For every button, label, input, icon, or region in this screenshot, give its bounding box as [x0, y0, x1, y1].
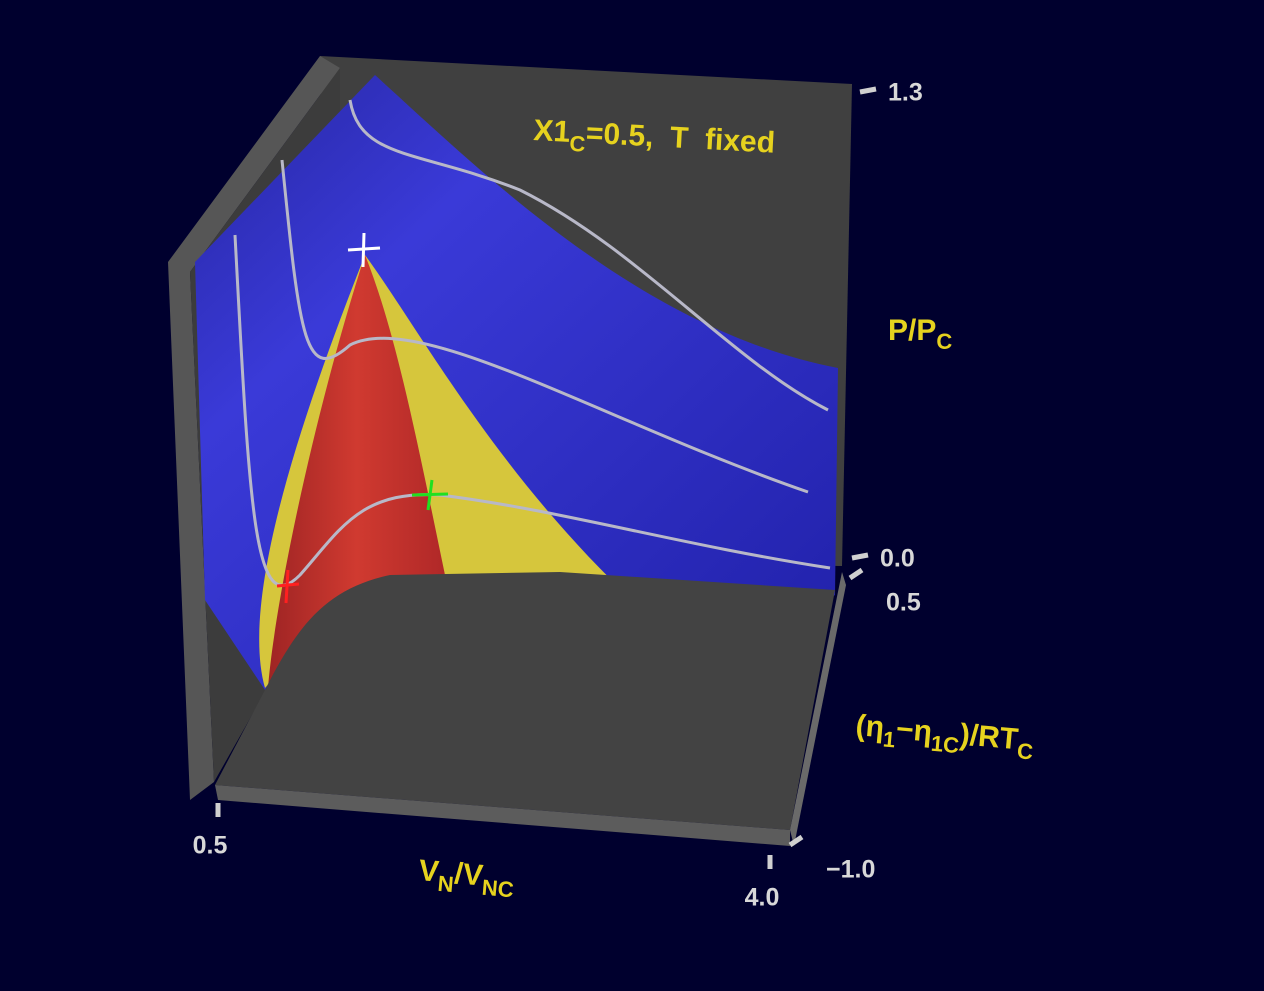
- label-text: −η: [895, 713, 934, 749]
- z-tick-label: 1.3: [888, 79, 923, 107]
- tick-mark: [851, 552, 869, 561]
- x-tick-label: 0.5: [193, 832, 228, 860]
- cross-marker: [347, 232, 381, 268]
- subscript: 1C: [930, 731, 960, 758]
- floor: [215, 572, 835, 830]
- y-axis-label: (η1−η1C)/RTC: [854, 709, 1036, 764]
- subscript: N: [437, 871, 455, 897]
- floor-edge: [215, 785, 790, 846]
- label-text: (η: [854, 709, 885, 744]
- subscript: C: [569, 131, 586, 157]
- left-wall-edge: [168, 56, 340, 800]
- x-tick-label: 4.0: [745, 884, 780, 912]
- label-text: )/RT: [959, 718, 1020, 756]
- cross-marker: [411, 479, 449, 511]
- subscript: C: [936, 329, 952, 354]
- label-text: /V: [453, 857, 484, 892]
- label-text: V: [417, 854, 440, 889]
- tick-mark: [848, 567, 864, 581]
- label-text: X1: [533, 114, 571, 149]
- tick-mark: [859, 86, 877, 95]
- y-tick-label: −1.0: [826, 856, 875, 884]
- subscript: 1: [882, 727, 896, 753]
- z-tick-label: 0.0: [880, 545, 915, 573]
- label-text: P/P: [888, 314, 936, 347]
- contour: [233, 234, 831, 587]
- contour: [280, 159, 809, 494]
- tick-mark: [788, 834, 804, 848]
- x-axis-label: VN/VNC: [417, 854, 516, 902]
- cross-marker: [276, 569, 300, 604]
- floor-edge: [790, 572, 846, 846]
- z-axis-label: P/PC: [888, 314, 952, 354]
- subscript: NC: [481, 875, 515, 903]
- contour: [348, 99, 829, 412]
- subscript: C: [1016, 738, 1034, 764]
- y-tick-label: 0.5: [886, 589, 921, 617]
